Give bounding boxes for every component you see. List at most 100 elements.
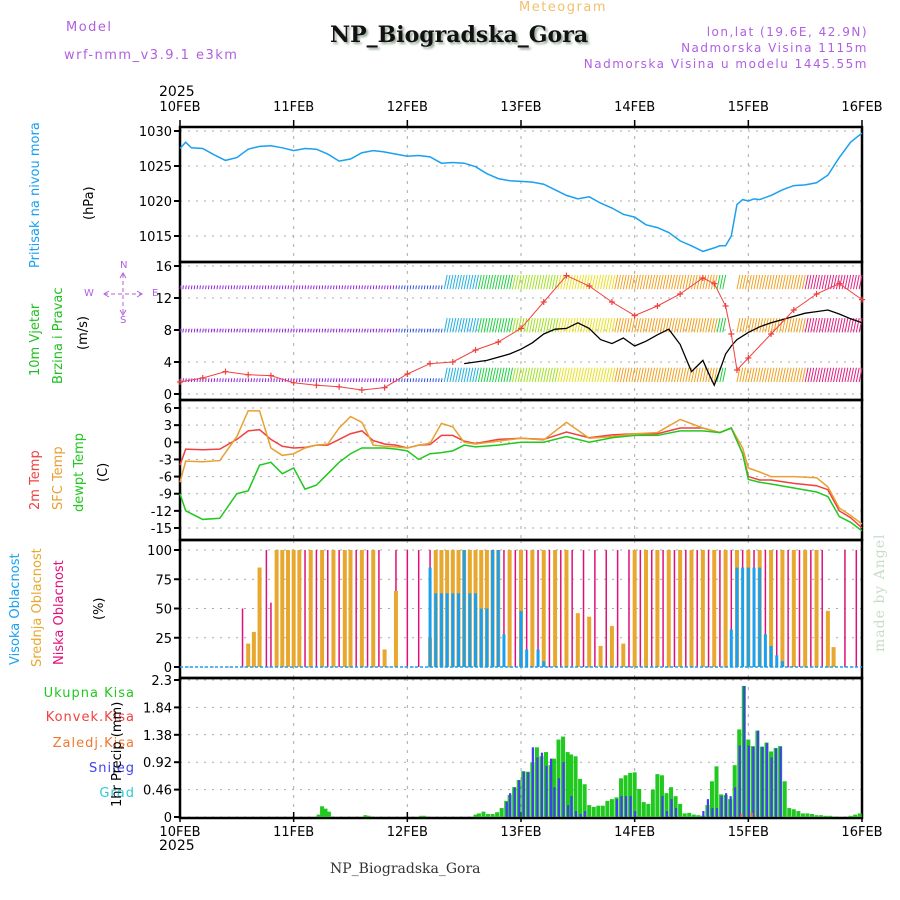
wind-barb xyxy=(259,328,261,333)
wind-barb xyxy=(523,367,528,383)
cloud-high-bar xyxy=(752,567,756,667)
cloud-low-bar xyxy=(594,550,596,667)
wind-barb xyxy=(696,318,701,333)
wind-gust-marker xyxy=(836,280,843,287)
cloud-mid-bar xyxy=(700,550,705,667)
wind-barb xyxy=(770,274,775,290)
wind-barb xyxy=(276,328,278,333)
wind-barb xyxy=(827,367,832,383)
cloud-mid-bar xyxy=(712,550,717,667)
wind-barb xyxy=(514,367,519,383)
wind-barb xyxy=(443,318,448,333)
wind-barb xyxy=(540,318,545,333)
precip-total-bar xyxy=(678,803,683,817)
precip-snow-bar xyxy=(505,802,508,817)
wind-barb xyxy=(324,285,326,290)
cloud-high-bar xyxy=(456,593,460,667)
precip-total-bar xyxy=(596,805,601,817)
wind-barb xyxy=(835,318,840,333)
cloud-high-bar xyxy=(434,593,438,667)
wind-barb xyxy=(682,274,687,290)
cloud-low-bar xyxy=(616,550,619,667)
footer-station: NP_Biogradska_Gora xyxy=(330,861,481,877)
wind-barb xyxy=(270,378,273,383)
wind-barb xyxy=(466,274,471,290)
cloud-mid-bar xyxy=(274,550,279,667)
wind-barb xyxy=(833,318,837,333)
precip-total-bar xyxy=(628,772,633,817)
cloud-low-bar xyxy=(571,550,573,667)
precip-snow-bar xyxy=(734,787,737,817)
wind-barb xyxy=(347,328,349,333)
wind-barb xyxy=(452,367,457,383)
precip-snow-bar xyxy=(761,746,764,817)
precip-total-bar xyxy=(687,812,692,817)
wind-barb xyxy=(628,318,633,333)
wind-barb xyxy=(847,274,852,290)
y-tick-label: -9 xyxy=(159,488,172,503)
wind-barb xyxy=(199,285,201,290)
wind-barb xyxy=(375,328,378,333)
wind-barb xyxy=(716,318,721,333)
y-tick-label: 1020 xyxy=(139,195,172,210)
precip-total-bar xyxy=(800,813,805,817)
x-tick-label-top: 12FEB xyxy=(387,100,428,115)
wind-barb xyxy=(594,318,599,333)
wind-barb xyxy=(483,318,488,333)
wind-speed-line xyxy=(464,309,863,387)
wind-barb xyxy=(276,378,278,383)
wind-barb xyxy=(463,367,468,383)
precip-total-bar xyxy=(609,799,614,817)
y-tick-label: -6 xyxy=(159,471,172,486)
wind-barb xyxy=(239,285,241,290)
wind-barb xyxy=(242,285,244,290)
wind-barb xyxy=(781,318,786,333)
wind-barb xyxy=(199,328,201,333)
cloud-low-bar xyxy=(685,550,687,667)
wind-barb xyxy=(662,274,667,290)
wind-barb xyxy=(818,367,823,383)
wind-barb xyxy=(747,318,752,333)
precip-total-bar xyxy=(582,784,587,817)
wind-barb xyxy=(816,367,820,383)
cloud-high-bar xyxy=(496,550,500,667)
legend-hail: Grad xyxy=(99,786,135,801)
wind-barb xyxy=(401,328,403,333)
wind-gust-marker xyxy=(563,272,570,279)
precip-total-bar xyxy=(655,774,660,817)
legend-snow: Snijeg xyxy=(89,761,135,776)
wind-barb xyxy=(585,318,590,333)
wind-barb xyxy=(480,367,485,383)
wind-barb xyxy=(475,367,479,383)
precip-snow-bar xyxy=(536,757,539,817)
wind-gust-marker xyxy=(267,372,274,379)
wind-barb xyxy=(338,285,341,290)
cloud-high-bar xyxy=(502,634,506,667)
wind-barb xyxy=(256,285,258,290)
precip-snow-bar xyxy=(615,799,619,817)
precip-total-bar xyxy=(591,806,596,817)
cloud-mid-bar xyxy=(598,645,603,667)
wind-barb xyxy=(563,318,568,333)
precip-total-bar xyxy=(569,754,574,817)
wind-barb xyxy=(185,328,187,333)
wind-barb xyxy=(568,274,573,290)
wind-barb xyxy=(597,274,602,290)
y-tick-label: 6 xyxy=(164,402,172,417)
wind-barb xyxy=(801,274,806,290)
wind-barb xyxy=(531,318,536,333)
precip-snow-bar xyxy=(624,796,628,817)
wind-barb xyxy=(256,328,258,333)
wind-barb xyxy=(449,367,454,383)
wind-barb xyxy=(489,318,494,333)
precip-snow-bar xyxy=(752,746,755,817)
wind-barb xyxy=(455,274,460,290)
wind-barb xyxy=(529,318,533,333)
wind-barb xyxy=(489,367,494,383)
wind-gust-marker xyxy=(768,331,775,337)
wind-barb xyxy=(571,274,576,290)
wind-barb xyxy=(619,274,624,290)
precip-snow-bar xyxy=(562,762,565,817)
temp-2m-line xyxy=(179,427,863,529)
